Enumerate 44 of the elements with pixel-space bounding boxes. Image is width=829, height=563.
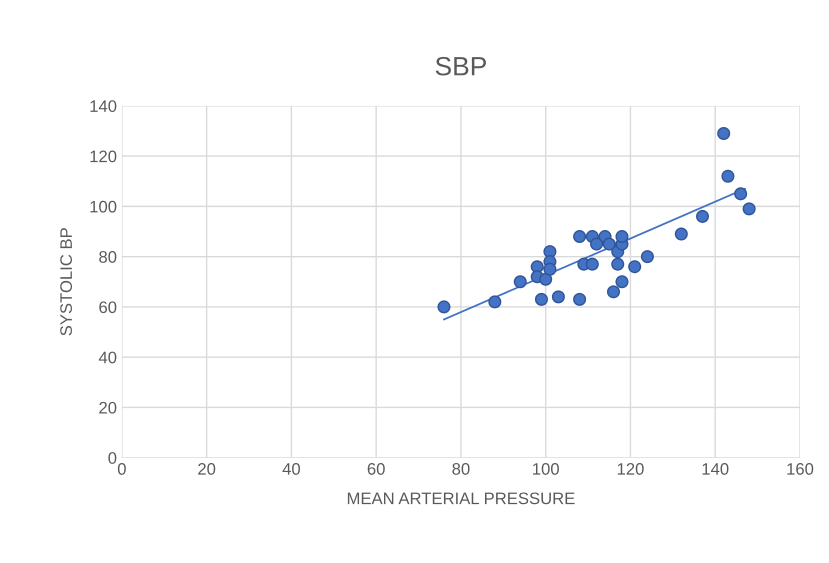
point xyxy=(514,275,527,288)
point xyxy=(602,238,616,251)
point xyxy=(573,292,586,306)
point xyxy=(628,260,642,274)
x-tick-label: 80 xyxy=(452,463,470,475)
point xyxy=(742,202,756,216)
point xyxy=(674,228,688,241)
y-tick-label: 120 xyxy=(90,150,116,162)
x-tick-label: 140 xyxy=(702,463,728,475)
y-tick-label: 100 xyxy=(90,200,116,213)
x-tick-label: 100 xyxy=(533,463,559,475)
chart-title: SBP xyxy=(436,56,486,76)
point xyxy=(539,272,552,286)
y-tick-label: 40 xyxy=(98,352,116,364)
y-tick-label: 60 xyxy=(99,301,116,314)
point xyxy=(615,275,628,288)
x-tick-label: 0 xyxy=(118,463,126,475)
point xyxy=(586,258,599,271)
point xyxy=(721,170,734,183)
point xyxy=(606,285,620,298)
y-tick-label: 20 xyxy=(99,402,116,414)
y-tick-label: 80 xyxy=(99,251,116,263)
point xyxy=(573,230,586,244)
point xyxy=(488,295,502,308)
x-tick-label: 20 xyxy=(198,463,216,475)
point xyxy=(611,258,624,271)
y-axis-title: SYSTOLIC BP xyxy=(60,228,72,336)
x-axis-title: MEAN ARTERIAL PRESSURE xyxy=(348,492,575,504)
point xyxy=(534,292,548,306)
point xyxy=(437,300,450,314)
point xyxy=(734,187,748,200)
x-tick-label: 160 xyxy=(787,463,814,475)
x-tick-label: 60 xyxy=(368,463,385,475)
point xyxy=(696,210,710,223)
y-tick-label: 0 xyxy=(108,452,116,464)
y-tick-label: 140 xyxy=(90,100,116,112)
x-tick-label: 120 xyxy=(618,463,644,475)
point xyxy=(590,238,604,251)
point xyxy=(717,126,730,140)
point xyxy=(640,250,654,264)
x-tick-label: 40 xyxy=(282,463,300,475)
point xyxy=(543,262,556,276)
point xyxy=(552,290,565,304)
point xyxy=(615,230,628,244)
